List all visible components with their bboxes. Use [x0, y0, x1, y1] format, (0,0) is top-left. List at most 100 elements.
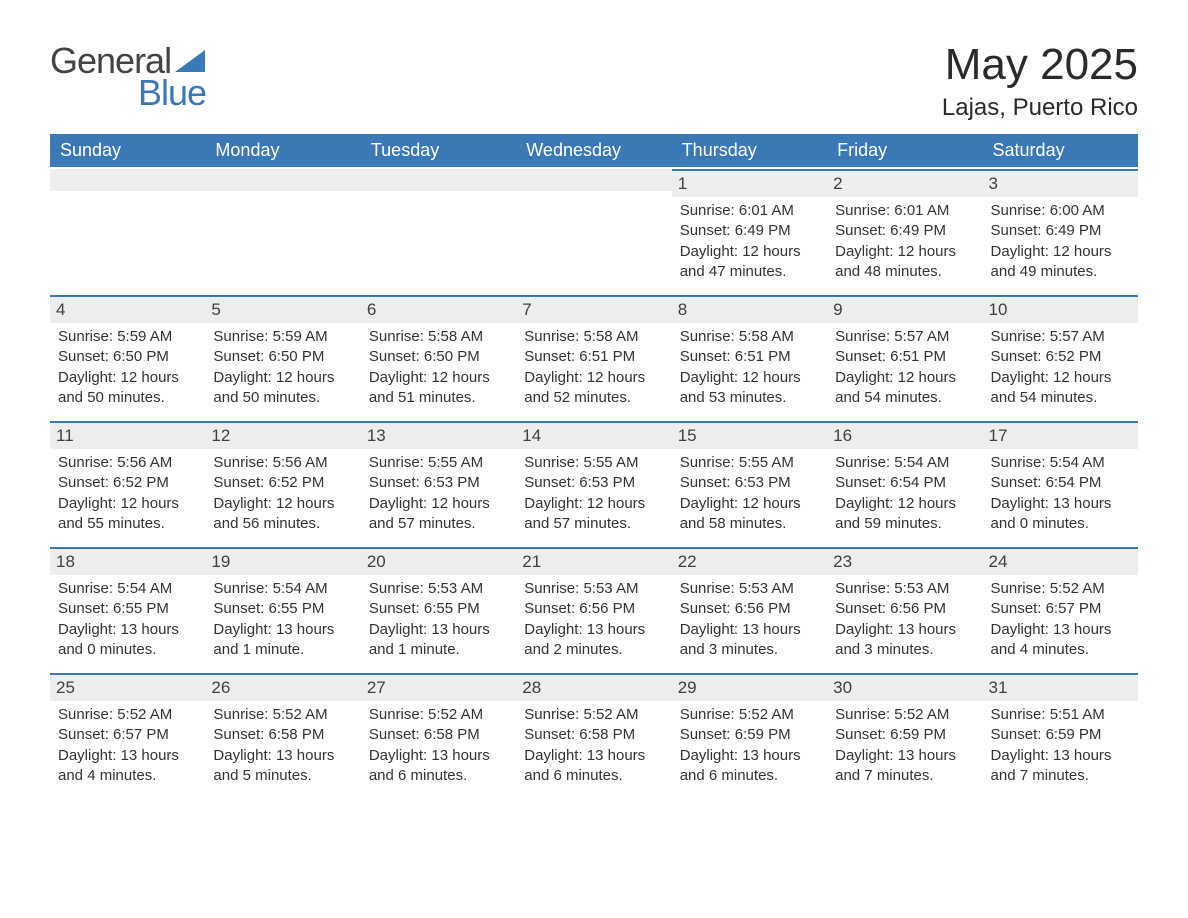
day-cell: 22Sunrise: 5:53 AMSunset: 6:56 PMDayligh… [672, 547, 827, 671]
daylight-text: Daylight: 12 hours and 54 minutes. [991, 368, 1130, 409]
sunset-text: Sunset: 6:50 PM [58, 347, 197, 367]
day-number: 30 [827, 673, 982, 701]
location-subtitle: Lajas, Puerto Rico [942, 94, 1138, 122]
day-cell: 25Sunrise: 5:52 AMSunset: 6:57 PMDayligh… [50, 673, 205, 797]
sunset-text: Sunset: 6:53 PM [524, 473, 663, 493]
day-detail: Sunrise: 5:55 AMSunset: 6:53 PMDaylight:… [369, 453, 508, 534]
calendar: SundayMondayTuesdayWednesdayThursdayFrid… [50, 134, 1138, 797]
weekday-header: Wednesday [516, 134, 671, 167]
weekday-header: Saturday [983, 134, 1138, 167]
weekday-header: Friday [827, 134, 982, 167]
week-row: 4Sunrise: 5:59 AMSunset: 6:50 PMDaylight… [50, 295, 1138, 419]
daylight-text: Daylight: 13 hours and 6 minutes. [680, 746, 819, 787]
daylight-text: Daylight: 12 hours and 48 minutes. [835, 242, 974, 283]
sunset-text: Sunset: 6:59 PM [835, 725, 974, 745]
day-cell: 2Sunrise: 6:01 AMSunset: 6:49 PMDaylight… [827, 169, 982, 293]
weekday-header: Sunday [50, 134, 205, 167]
day-cell [361, 169, 516, 293]
sunrise-text: Sunrise: 5:52 AM [991, 579, 1130, 599]
daylight-text: Daylight: 12 hours and 56 minutes. [213, 494, 352, 535]
day-cell: 1Sunrise: 6:01 AMSunset: 6:49 PMDaylight… [672, 169, 827, 293]
day-number: 12 [205, 421, 360, 449]
day-cell: 13Sunrise: 5:55 AMSunset: 6:53 PMDayligh… [361, 421, 516, 545]
daylight-text: Daylight: 13 hours and 3 minutes. [835, 620, 974, 661]
day-cell: 6Sunrise: 5:58 AMSunset: 6:50 PMDaylight… [361, 295, 516, 419]
day-cell: 26Sunrise: 5:52 AMSunset: 6:58 PMDayligh… [205, 673, 360, 797]
sunrise-text: Sunrise: 5:53 AM [835, 579, 974, 599]
day-number-empty [50, 169, 205, 191]
day-cell: 5Sunrise: 5:59 AMSunset: 6:50 PMDaylight… [205, 295, 360, 419]
sunset-text: Sunset: 6:55 PM [369, 599, 508, 619]
day-detail: Sunrise: 5:59 AMSunset: 6:50 PMDaylight:… [213, 327, 352, 408]
day-detail: Sunrise: 5:58 AMSunset: 6:50 PMDaylight:… [369, 327, 508, 408]
daylight-text: Daylight: 13 hours and 6 minutes. [369, 746, 508, 787]
day-cell: 29Sunrise: 5:52 AMSunset: 6:59 PMDayligh… [672, 673, 827, 797]
day-detail: Sunrise: 5:52 AMSunset: 6:58 PMDaylight:… [524, 705, 663, 786]
day-number: 24 [983, 547, 1138, 575]
day-detail: Sunrise: 5:52 AMSunset: 6:58 PMDaylight:… [369, 705, 508, 786]
sunrise-text: Sunrise: 5:54 AM [835, 453, 974, 473]
day-cell: 21Sunrise: 5:53 AMSunset: 6:56 PMDayligh… [516, 547, 671, 671]
weekday-header: Monday [205, 134, 360, 167]
sunrise-text: Sunrise: 5:54 AM [213, 579, 352, 599]
day-cell [516, 169, 671, 293]
sunset-text: Sunset: 6:56 PM [680, 599, 819, 619]
day-cell: 28Sunrise: 5:52 AMSunset: 6:58 PMDayligh… [516, 673, 671, 797]
sunrise-text: Sunrise: 5:52 AM [369, 705, 508, 725]
day-number: 3 [983, 169, 1138, 197]
sunrise-text: Sunrise: 5:58 AM [680, 327, 819, 347]
daylight-text: Daylight: 12 hours and 59 minutes. [835, 494, 974, 535]
day-cell [205, 169, 360, 293]
day-number: 11 [50, 421, 205, 449]
day-detail: Sunrise: 5:52 AMSunset: 6:59 PMDaylight:… [835, 705, 974, 786]
day-detail: Sunrise: 5:57 AMSunset: 6:52 PMDaylight:… [991, 327, 1130, 408]
daylight-text: Daylight: 12 hours and 50 minutes. [213, 368, 352, 409]
day-cell: 9Sunrise: 5:57 AMSunset: 6:51 PMDaylight… [827, 295, 982, 419]
day-detail: Sunrise: 5:52 AMSunset: 6:57 PMDaylight:… [991, 579, 1130, 660]
sunrise-text: Sunrise: 6:01 AM [680, 201, 819, 221]
sunset-text: Sunset: 6:59 PM [680, 725, 819, 745]
sunrise-text: Sunrise: 5:53 AM [369, 579, 508, 599]
day-number: 18 [50, 547, 205, 575]
day-cell: 10Sunrise: 5:57 AMSunset: 6:52 PMDayligh… [983, 295, 1138, 419]
sunset-text: Sunset: 6:52 PM [58, 473, 197, 493]
daylight-text: Daylight: 12 hours and 51 minutes. [369, 368, 508, 409]
daylight-text: Daylight: 13 hours and 5 minutes. [213, 746, 352, 787]
daylight-text: Daylight: 12 hours and 50 minutes. [58, 368, 197, 409]
sunset-text: Sunset: 6:50 PM [369, 347, 508, 367]
sunset-text: Sunset: 6:50 PM [213, 347, 352, 367]
week-row: 11Sunrise: 5:56 AMSunset: 6:52 PMDayligh… [50, 421, 1138, 545]
sunrise-text: Sunrise: 5:55 AM [369, 453, 508, 473]
sunset-text: Sunset: 6:55 PM [58, 599, 197, 619]
sunset-text: Sunset: 6:58 PM [369, 725, 508, 745]
day-detail: Sunrise: 6:01 AMSunset: 6:49 PMDaylight:… [835, 201, 974, 282]
day-cell: 18Sunrise: 5:54 AMSunset: 6:55 PMDayligh… [50, 547, 205, 671]
day-detail: Sunrise: 5:52 AMSunset: 6:57 PMDaylight:… [58, 705, 197, 786]
weekday-header: Tuesday [361, 134, 516, 167]
sunset-text: Sunset: 6:57 PM [58, 725, 197, 745]
page: General Blue May 2025 Lajas, Puerto Rico… [0, 0, 1188, 837]
sunrise-text: Sunrise: 5:54 AM [58, 579, 197, 599]
day-detail: Sunrise: 5:53 AMSunset: 6:56 PMDaylight:… [835, 579, 974, 660]
day-cell: 7Sunrise: 5:58 AMSunset: 6:51 PMDaylight… [516, 295, 671, 419]
day-cell: 19Sunrise: 5:54 AMSunset: 6:55 PMDayligh… [205, 547, 360, 671]
day-detail: Sunrise: 5:51 AMSunset: 6:59 PMDaylight:… [991, 705, 1130, 786]
daylight-text: Daylight: 12 hours and 47 minutes. [680, 242, 819, 283]
sunrise-text: Sunrise: 6:01 AM [835, 201, 974, 221]
logo-text-blue: Blue [138, 72, 206, 114]
daylight-text: Daylight: 13 hours and 4 minutes. [58, 746, 197, 787]
sunset-text: Sunset: 6:57 PM [991, 599, 1130, 619]
daylight-text: Daylight: 12 hours and 49 minutes. [991, 242, 1130, 283]
day-detail: Sunrise: 5:58 AMSunset: 6:51 PMDaylight:… [680, 327, 819, 408]
daylight-text: Daylight: 13 hours and 0 minutes. [991, 494, 1130, 535]
sunset-text: Sunset: 6:58 PM [213, 725, 352, 745]
day-cell: 31 Sunrise: 5:51 AMSunset: 6:59 PMDayligh… [983, 673, 1138, 797]
daylight-text: Daylight: 13 hours and 2 minutes. [524, 620, 663, 661]
weekday-header: Thursday [672, 134, 827, 167]
day-number: 1 [672, 169, 827, 197]
day-detail: Sunrise: 5:53 AMSunset: 6:56 PMDaylight:… [524, 579, 663, 660]
sunrise-text: Sunrise: 5:52 AM [680, 705, 819, 725]
sunrise-text: Sunrise: 5:53 AM [524, 579, 663, 599]
day-number: 31 [983, 673, 1138, 701]
day-cell: 30 Sunrise: 5:52 AMSunset: 6:59 PMDayligh… [827, 673, 982, 797]
